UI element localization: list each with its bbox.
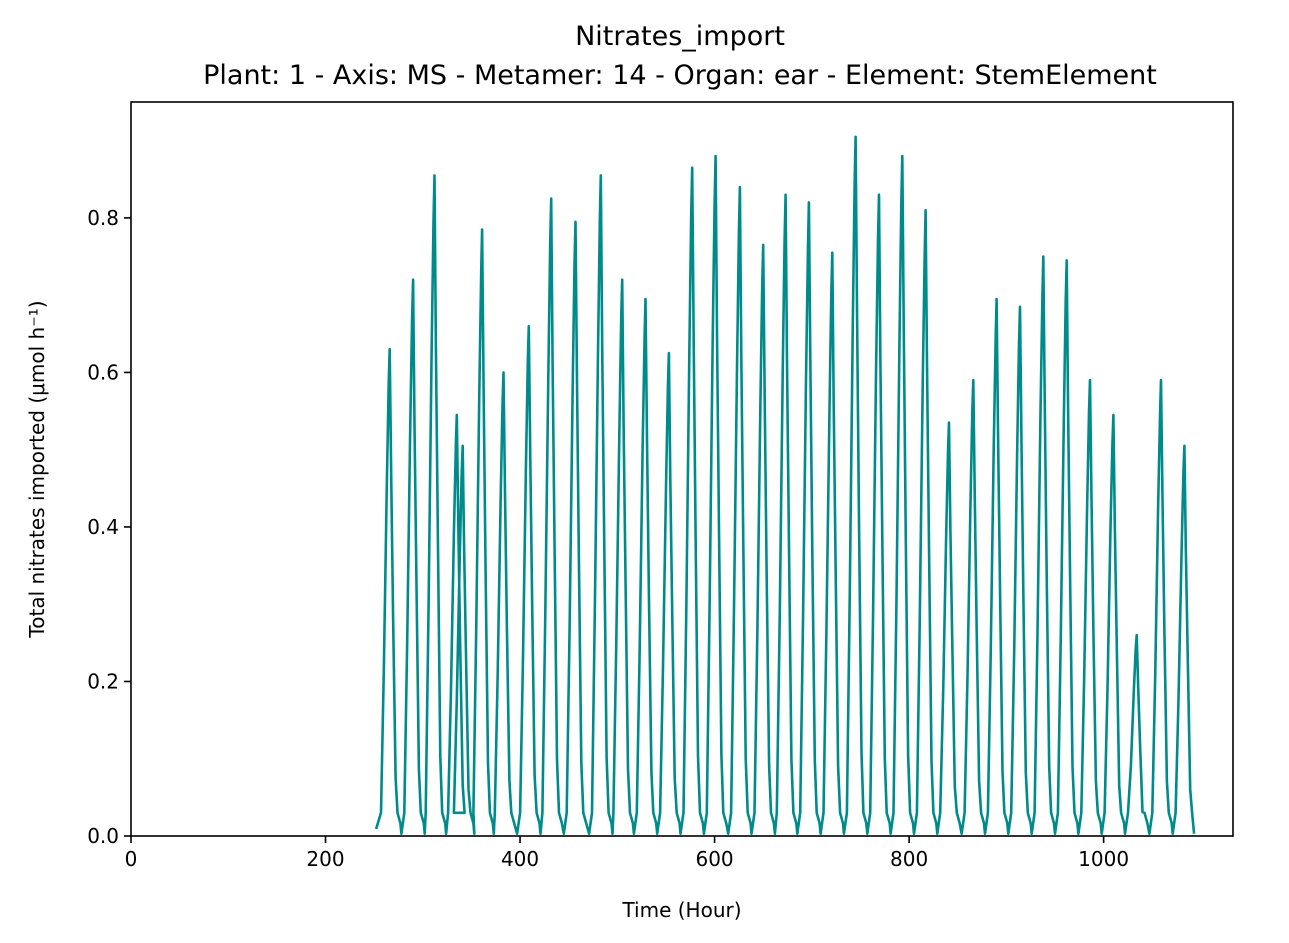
x-tick-label: 400 xyxy=(501,847,539,871)
y-tick-label: 0.0 xyxy=(87,824,119,848)
x-axis-ticks: 0 200 400 600 800 1000 xyxy=(125,836,1129,871)
y-tick-label: 0.6 xyxy=(87,360,119,384)
x-tick-label: 1000 xyxy=(1078,847,1129,871)
series-line xyxy=(374,135,1196,835)
x-tick-label: 0 xyxy=(125,847,138,871)
x-tick-label: 600 xyxy=(695,847,733,871)
axes-frame xyxy=(130,101,1234,837)
y-tick-label: 0.2 xyxy=(87,669,119,693)
x-tick-label: 800 xyxy=(890,847,928,871)
x-axis-label: Time (Hour) xyxy=(621,898,741,922)
y-tick-label: 0.8 xyxy=(87,206,119,230)
chart-title: Nitrates_import xyxy=(575,21,785,52)
plot-area: 0 200 400 600 800 1000 0.0 0.2 0.4 0.6 0.8 xyxy=(87,101,1234,871)
chart-subtitle: Plant: 1 - Axis: MS - Metamer: 14 - Orga… xyxy=(203,60,1157,91)
y-tick-label: 0.4 xyxy=(87,515,119,539)
series-layer xyxy=(374,135,1196,835)
y-axis-label: Total nitrates imported (μmol h⁻¹) xyxy=(25,300,49,638)
y-axis-ticks: 0.0 0.2 0.4 0.6 0.8 xyxy=(87,206,131,848)
x-tick-label: 200 xyxy=(306,847,344,871)
